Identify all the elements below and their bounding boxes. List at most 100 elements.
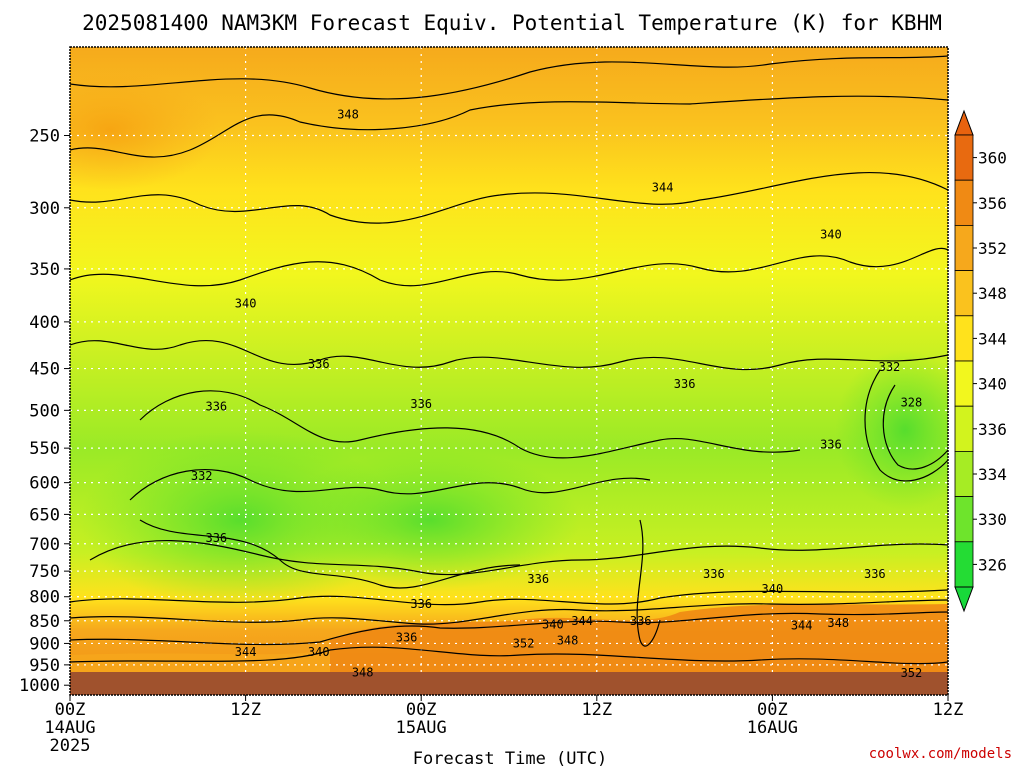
colorbar-swatch: [954, 270, 974, 317]
colorbar-swatch: [954, 496, 974, 543]
contour-label: 336: [630, 614, 652, 628]
contour-label: 336: [527, 572, 549, 586]
y-tick-label: 750: [29, 562, 60, 582]
colorbar-label: 344: [978, 329, 1007, 348]
contour-label-text: 352: [901, 666, 923, 680]
contour-label: 332: [191, 469, 213, 483]
contour-label-text: 332: [879, 360, 901, 374]
x-tick-label: 12Z: [933, 700, 964, 720]
contour-labels: 348 344 340 340 336 336 336 336 332 328 336 332 336 3…: [191, 107, 923, 680]
colorbar-label: 348: [978, 284, 1007, 303]
contour-line: [89, 540, 948, 576]
contour-line: [70, 589, 948, 606]
contour-label-text: 336: [410, 597, 432, 611]
contour-label-text: 336: [396, 631, 418, 645]
colorbar-swatch: [954, 315, 974, 362]
contour-label: 344: [652, 180, 674, 194]
y-tick-label: 500: [29, 401, 60, 421]
contour-label-text: 336: [630, 614, 652, 628]
contour-label-text: 336: [205, 531, 227, 545]
mid-center-cool-region: [280, 450, 580, 590]
contour-label: 336: [308, 357, 330, 371]
contour-label: 340: [542, 617, 564, 631]
contour-label: 348: [557, 633, 579, 647]
x-tick-label: 12Z: [230, 700, 261, 720]
below-ground-layer: [70, 672, 948, 695]
colorbar-swatch: [954, 360, 974, 407]
contour-line: [70, 599, 948, 625]
colorbar-swatch: [954, 224, 974, 271]
contour-label: 348: [827, 616, 849, 630]
contour-label-text: 344: [571, 614, 593, 628]
contour-line: [70, 339, 948, 371]
contour-line: [70, 172, 948, 224]
y-axis: 2503003504004505005506006507007508008509…: [19, 126, 70, 696]
contour-lines: [70, 55, 948, 665]
contour-label: 336: [820, 438, 842, 452]
contour-label-text: 336: [820, 438, 842, 452]
contour-label-text: 336: [864, 567, 886, 581]
contour-line: [70, 646, 948, 665]
contour-label: 336: [703, 567, 725, 581]
x-tick-label: 12Z: [581, 700, 612, 720]
contour-label: 348: [337, 107, 359, 121]
x-tick-label: 16AUG: [747, 718, 798, 738]
x-tick-label: 00Z: [55, 700, 86, 720]
contour-label: 336: [674, 377, 696, 391]
upper-left-warm-region: [70, 70, 220, 190]
x-tick-label: 15AUG: [396, 718, 447, 738]
contour-label-text: 340: [762, 582, 784, 596]
y-tick-label: 950: [29, 656, 60, 676]
contour-line: [882, 384, 948, 470]
contour-label: 344: [235, 645, 257, 659]
colorbar-label: 330: [978, 510, 1007, 529]
contour-label-text: 344: [791, 618, 813, 632]
colorbar: 360 356 352 348 344 340 336 334 330 326: [954, 109, 1007, 613]
y-tick-label: 650: [29, 505, 60, 525]
plot-area: 348 344 340 340 336 336 336 336 332 328 336 332 336 3…: [70, 47, 948, 695]
colorbar-label: 326: [978, 555, 1007, 574]
contour-label: 340: [762, 582, 784, 596]
colorbar-over-arrow: [954, 109, 974, 136]
contour-label: 336: [410, 397, 432, 411]
y-tick-label: 600: [29, 474, 60, 494]
colorbar-swatch: [954, 450, 974, 497]
contour-label-text: 336: [308, 357, 330, 371]
colorbar-swatch: [954, 541, 974, 588]
contour-label-text: 348: [827, 616, 849, 630]
contour-line: [70, 95, 948, 158]
contour-label: 348: [352, 665, 374, 679]
contour-label: 336: [410, 597, 432, 611]
y-tick-label: 850: [29, 612, 60, 632]
colorbar-swatch: [954, 134, 974, 181]
contour-label-text: 348: [337, 107, 359, 121]
x-axis-title: Forecast Time (UTC): [413, 749, 607, 768]
contour-label: 328: [901, 395, 923, 409]
contour-label-text: 348: [557, 633, 579, 647]
contour-label-text: 348: [352, 665, 374, 679]
x-tick-label: 00Z: [406, 700, 437, 720]
contour-label: 340: [235, 297, 257, 311]
contour-line: [139, 519, 521, 589]
y-tick-label: 400: [29, 313, 60, 333]
contour-label: 352: [901, 666, 923, 680]
y-tick-label: 450: [29, 360, 60, 380]
contour-label-text: 344: [652, 180, 674, 194]
contour-line: [70, 247, 948, 287]
colorbar-swatch: [954, 405, 974, 452]
contour-label-text: 336: [205, 399, 227, 413]
colorbar-under-arrow: [954, 586, 974, 613]
contour-label-text: 340: [308, 645, 330, 659]
contour-label: 344: [791, 618, 813, 632]
contour-label: 336: [864, 567, 886, 581]
colorbar-swatch: [954, 179, 974, 226]
contour-label-text: 340: [542, 617, 564, 631]
contour-label-text: 328: [901, 395, 923, 409]
colorbar-label: 356: [978, 194, 1007, 213]
contour-label: 336: [396, 631, 418, 645]
contour-label: 352: [513, 636, 535, 650]
right-cool-region: [835, 350, 948, 510]
contour-label-text: 340: [235, 297, 257, 311]
